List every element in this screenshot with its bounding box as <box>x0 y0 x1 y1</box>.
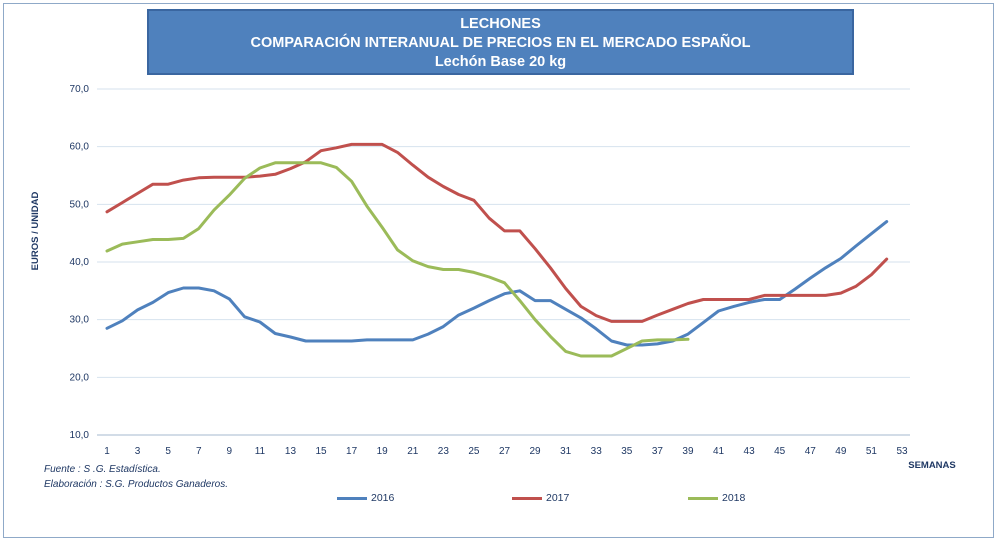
y-tick-label: 60,0 <box>70 142 90 153</box>
x-tick-label: 13 <box>285 446 297 457</box>
x-tick-label: 37 <box>652 446 664 457</box>
x-tick-label: 51 <box>866 446 878 457</box>
x-tick-label: 17 <box>346 446 358 457</box>
x-tick-label: 43 <box>744 446 756 457</box>
x-tick-label: 15 <box>315 446 327 457</box>
series-line-2016 <box>105 220 889 347</box>
y-tick-label: 50,0 <box>70 199 90 210</box>
legend-label: 2018 <box>722 492 746 504</box>
y-axis-label: EUROS / UNIDAD <box>30 192 41 271</box>
source-note: Fuente : S .G. Estadística. <box>44 464 161 475</box>
legend-label: 2017 <box>546 492 570 504</box>
series-line-2018 <box>105 161 690 358</box>
x-tick-label: 21 <box>407 446 419 457</box>
x-tick-label: 33 <box>591 446 603 457</box>
legend-swatch <box>512 496 542 500</box>
x-tick-label: 7 <box>196 446 202 457</box>
x-tick-label: 1 <box>104 446 110 457</box>
series-line-2017 <box>105 142 889 323</box>
legend-item-2017: 2017 <box>512 491 569 505</box>
x-tick-label: 11 <box>255 446 266 457</box>
grid-lines <box>97 88 910 436</box>
elaboration-note: Elaboración : S.G. Productos Ganaderos. <box>44 479 228 490</box>
legend-label: 2016 <box>371 492 395 504</box>
legend-item-2016: 2016 <box>337 491 394 505</box>
x-tick-label: 23 <box>438 446 450 457</box>
y-tick-label: 70,0 <box>70 84 90 95</box>
x-axis-label: SEMANAS <box>908 460 956 471</box>
x-tick-label: 41 <box>713 446 725 457</box>
x-tick-label: 19 <box>377 446 389 457</box>
legend-item-2018: 2018 <box>688 491 745 505</box>
x-tick-label: 49 <box>835 446 847 457</box>
y-axis-ticks: 10,0 20,0 30,0 40,0 50,0 60,0 70,0 <box>70 84 90 441</box>
x-tick-label: 39 <box>682 446 694 457</box>
legend-swatch <box>337 496 367 500</box>
y-tick-label: 10,0 <box>70 430 90 441</box>
chart-subtitle-product: Lechón Base 20 kg <box>434 54 567 70</box>
legend-swatch <box>688 496 718 500</box>
x-tick-label: 47 <box>805 446 817 457</box>
x-tick-label: 25 <box>468 446 480 457</box>
x-tick-label: 35 <box>621 446 633 457</box>
chart-title: LECHONES <box>460 16 541 32</box>
y-tick-label: 20,0 <box>70 372 90 383</box>
x-tick-label: 9 <box>227 446 233 457</box>
series-lines <box>105 142 889 358</box>
x-tick-label: 45 <box>774 446 786 457</box>
chart-title-box: LECHONES COMPARACIÓN INTERANUAL DE PRECI… <box>147 9 854 75</box>
x-tick-label: 3 <box>135 446 141 457</box>
x-tick-label: 27 <box>499 446 511 457</box>
x-axis-ticks: 1 3 5 7 9 11 13 15 17 19 21 23 25 27 29 31 33 35 37 39 41 43 4… <box>104 446 908 457</box>
chart-frame <box>3 3 994 538</box>
x-tick-label: 29 <box>530 446 542 457</box>
y-tick-label: 30,0 <box>70 315 90 326</box>
chart-subtitle: COMPARACIÓN INTERANUAL DE PRECIOS EN EL … <box>250 35 751 51</box>
x-tick-label: 53 <box>896 446 908 457</box>
x-tick-label: 5 <box>165 446 171 457</box>
x-tick-label: 31 <box>560 446 572 457</box>
y-tick-label: 40,0 <box>70 257 90 268</box>
